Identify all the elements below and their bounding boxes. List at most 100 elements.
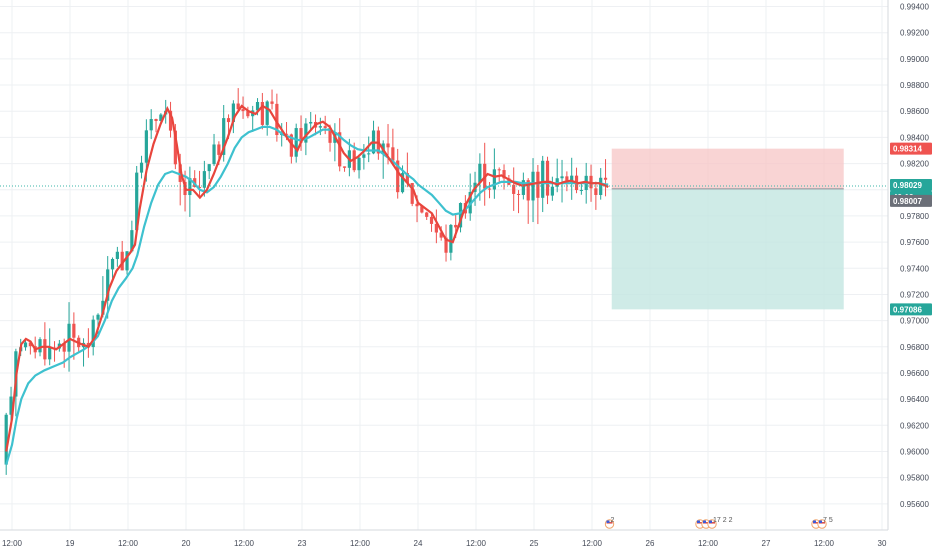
current-price-tag-bg <box>890 178 932 191</box>
y-tick-label: 0.97000 <box>900 317 929 326</box>
event-flag-canton <box>697 520 700 523</box>
candle-body <box>304 123 308 143</box>
candle-body <box>106 269 110 301</box>
candle-body <box>130 230 134 252</box>
y-tick-label: 0.99200 <box>900 29 929 38</box>
candle-body <box>236 103 240 110</box>
candle-body <box>139 162 144 173</box>
y-tick-label: 0.97200 <box>900 290 929 299</box>
x-tick-label: 12:00 <box>118 539 139 548</box>
candle-body <box>478 163 482 183</box>
candle-body <box>429 216 434 224</box>
candle-body <box>144 130 148 163</box>
x-tick-label: 24 <box>414 539 423 548</box>
economic-events[interactable]: 2 17 2 2 7 5 <box>604 517 833 529</box>
take-profit-zone <box>611 188 844 310</box>
candle-body <box>516 193 521 195</box>
position-zones[interactable] <box>611 148 844 310</box>
candle-body <box>197 187 202 189</box>
target-price-tag-bg <box>890 303 932 316</box>
candle-body <box>110 258 115 270</box>
candle-body <box>497 169 501 171</box>
y-tick-label: 0.95800 <box>900 474 929 483</box>
x-tick-label: 12:00 <box>350 539 371 548</box>
candle-body <box>536 171 540 198</box>
y-tick-label: 0.97800 <box>900 212 929 221</box>
candle-body <box>294 128 298 157</box>
ma-fast-line <box>5 104 609 452</box>
candle-body <box>318 126 322 128</box>
event-count: 2 <box>611 517 615 524</box>
y-tick-label: 0.98800 <box>900 81 929 90</box>
candle-body <box>323 126 327 128</box>
candle-body <box>367 153 371 155</box>
y-tick-label: 0.96600 <box>900 369 929 378</box>
candle-body <box>149 119 153 131</box>
x-tick-label: 19 <box>66 539 75 548</box>
candle-body <box>101 300 105 315</box>
event-flag-canton <box>813 520 816 523</box>
event-flag-canton <box>606 520 610 523</box>
candle-body <box>405 173 409 184</box>
x-tick-label: 23 <box>298 539 307 548</box>
candle-body <box>328 127 332 143</box>
candle-body <box>439 232 443 238</box>
candle-body <box>565 176 569 184</box>
event-flag-canton <box>709 520 712 523</box>
candle-body <box>541 160 545 198</box>
candle-body <box>217 144 221 155</box>
x-tick-label: 25 <box>530 539 539 548</box>
candle-body <box>492 169 496 190</box>
candle-body <box>487 188 492 190</box>
candle-body <box>125 251 129 271</box>
candle-body <box>338 132 342 167</box>
y-tick-label: 0.98200 <box>900 160 929 169</box>
candle-body <box>120 251 124 271</box>
candle-body <box>454 224 458 228</box>
candle-body <box>357 157 361 171</box>
x-tick-label: 12:00 <box>2 539 23 548</box>
candle-body <box>43 339 47 360</box>
candle-body <box>226 118 231 123</box>
x-tick-label: 12:00 <box>234 539 255 548</box>
x-tick-label: 20 <box>182 539 191 548</box>
candle-body <box>449 224 453 253</box>
event-flag-canton <box>703 520 706 523</box>
stop-price-tag-bg <box>890 142 932 155</box>
candle-body <box>289 134 293 157</box>
event-flag-canton <box>819 520 822 523</box>
candle-body <box>410 183 414 204</box>
candle-body <box>38 339 42 353</box>
candle-body <box>241 109 245 112</box>
candle-body <box>502 170 506 179</box>
candle-body <box>135 172 139 231</box>
candle-body <box>159 114 163 121</box>
candle-body <box>173 130 177 165</box>
entry-price-tag-bg <box>890 194 932 207</box>
candle-body <box>444 237 448 253</box>
candle-body <box>72 323 76 338</box>
current-price-tag: 0.98029 <box>893 181 922 190</box>
candle-body <box>231 103 235 123</box>
event-count: 17 2 2 <box>713 517 733 524</box>
entry-price-tag: 0.98007 <box>893 197 922 206</box>
candle-body <box>23 342 28 348</box>
candle-body <box>212 144 216 165</box>
x-tick-label: 27 <box>762 539 771 548</box>
candle-body <box>265 101 269 125</box>
y-tick-label: 0.96800 <box>900 343 929 352</box>
event-count: 7 5 <box>823 517 833 524</box>
candle-body <box>521 180 525 195</box>
y-tick-label: 0.98400 <box>900 133 929 142</box>
candle-body <box>202 171 206 188</box>
candle-body <box>526 180 530 201</box>
candle-body <box>275 103 279 136</box>
candle-body <box>560 176 564 179</box>
candle-body <box>415 203 419 207</box>
candle-body <box>115 251 119 259</box>
y-tick-label: 0.97600 <box>900 238 929 247</box>
candle-body <box>531 171 535 201</box>
candle-body <box>96 314 100 320</box>
